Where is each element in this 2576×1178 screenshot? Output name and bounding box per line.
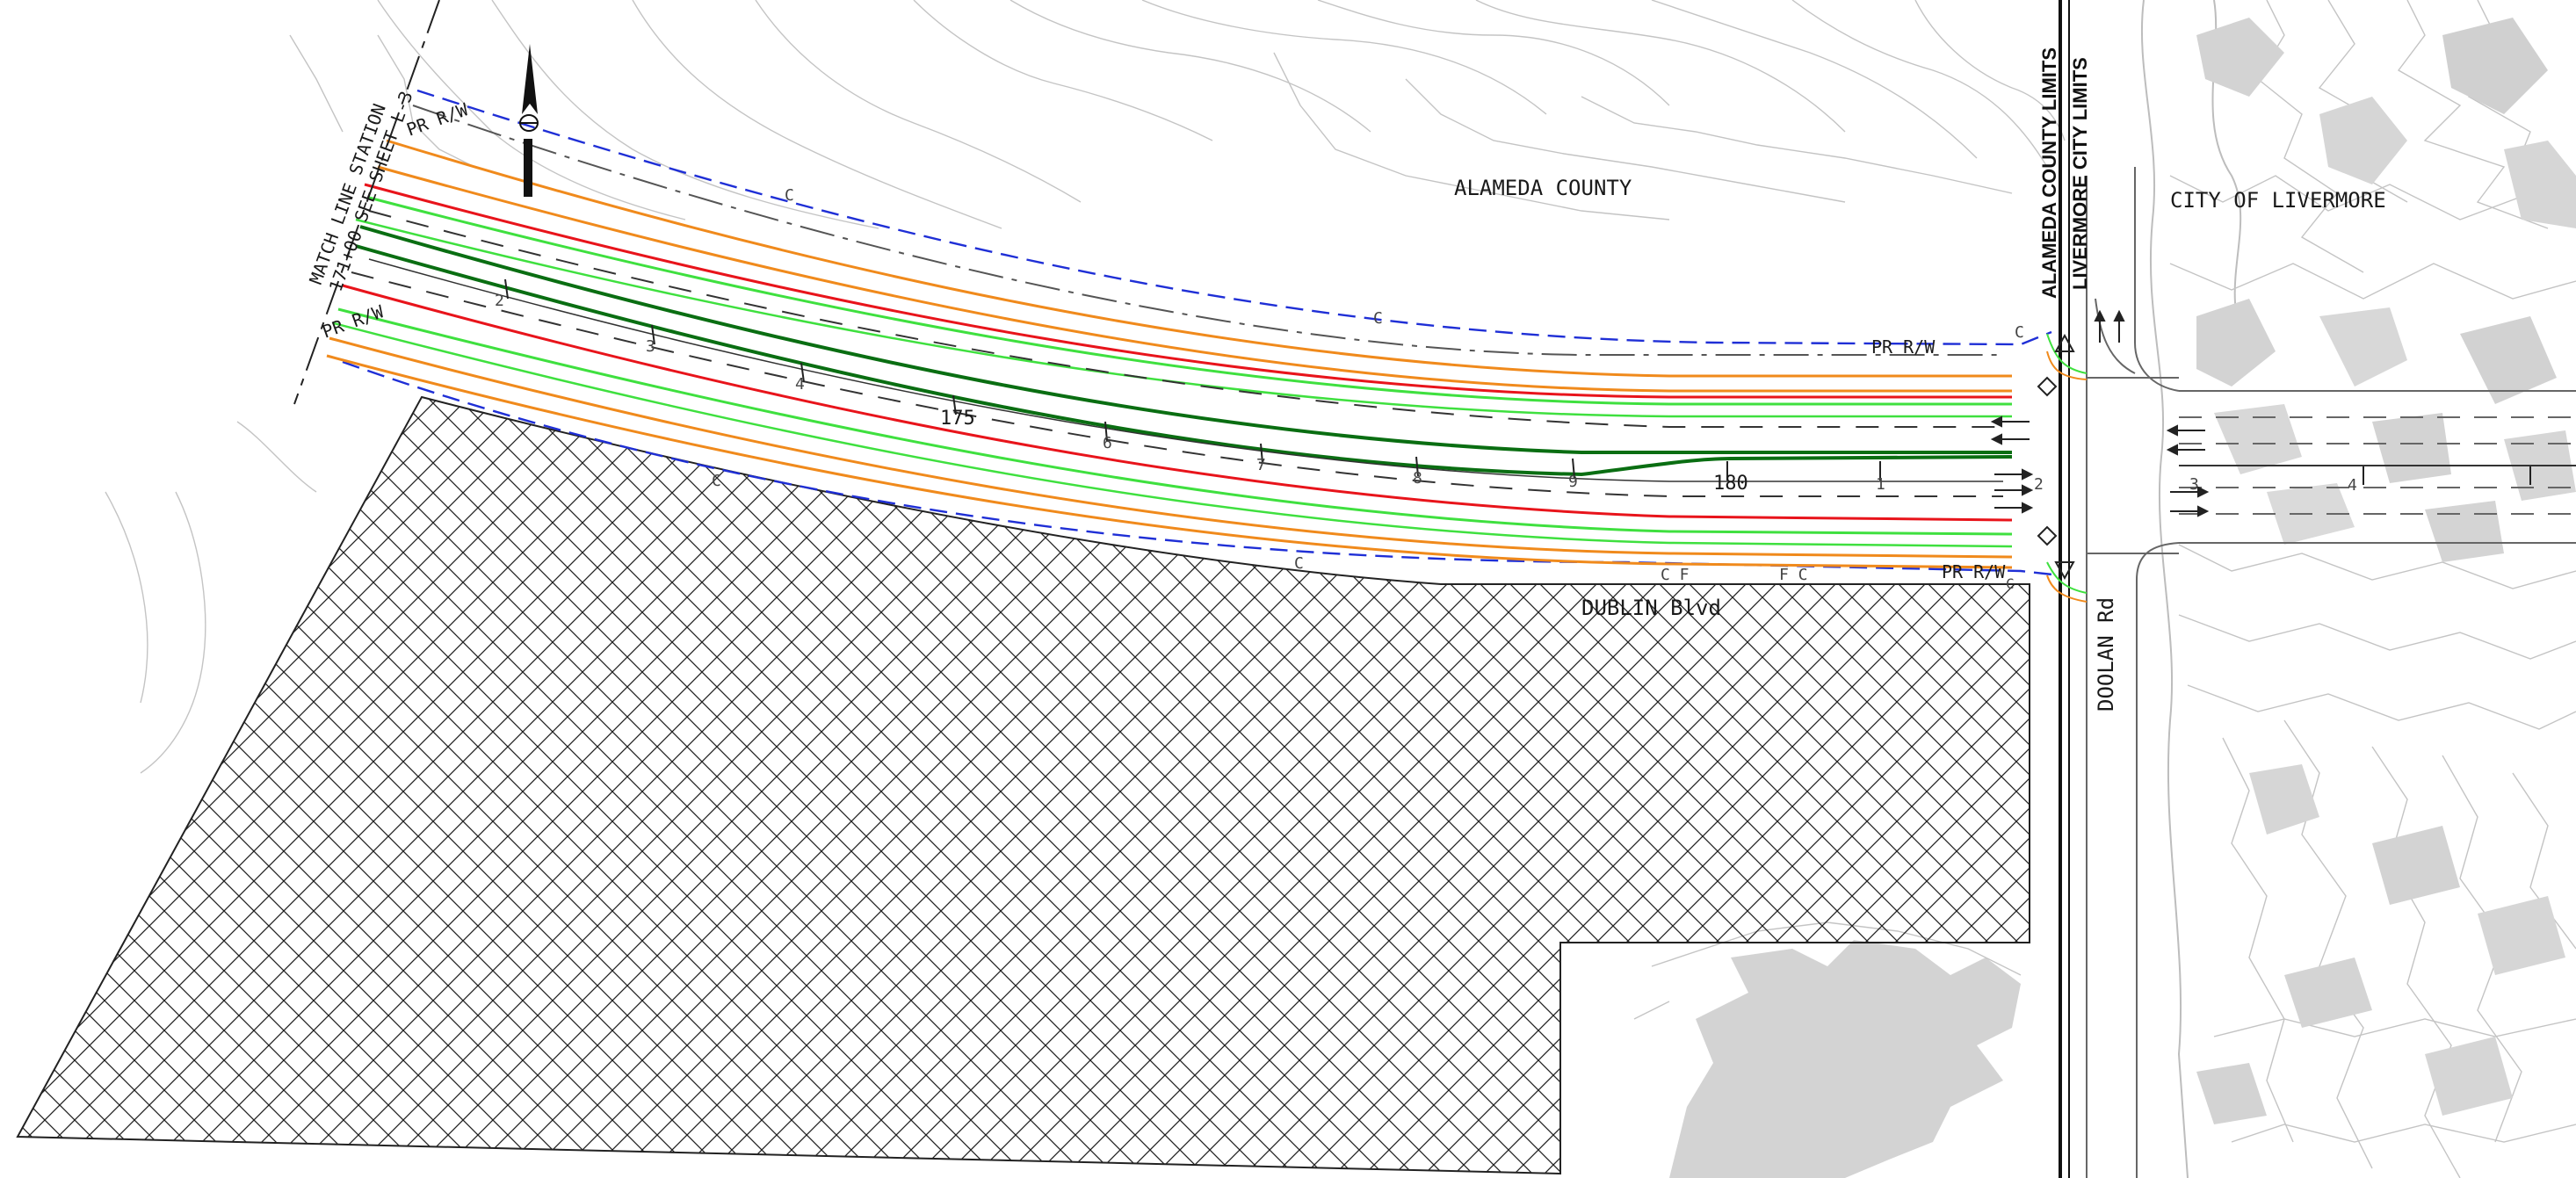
terrain-mass-south — [1633, 921, 2022, 1178]
north-arrow-icon — [519, 44, 539, 197]
tick-labels: 2 3 4 6 7 8 9 1 2 3 4 — [495, 292, 2357, 495]
hatched-parcel — [16, 395, 2030, 1175]
c-marker: C — [1373, 309, 1383, 328]
c-marker: C — [2006, 575, 2015, 592]
county-limits-label: ALAMEDA COUNTY LIMITS — [2038, 47, 2060, 299]
station-180-label: 180 — [1713, 473, 1748, 495]
row-label-nw: PR R/W — [404, 98, 472, 141]
match-line — [293, 0, 440, 405]
county-label: ALAMEDA COUNTY — [1454, 176, 1632, 200]
doolan-road — [2046, 0, 2180, 1178]
centerline — [368, 258, 2003, 482]
c-marker: C — [712, 472, 721, 490]
tick-label: 8 — [1413, 469, 1422, 488]
lane-arrow-icon — [1990, 309, 2210, 517]
right-of-way-lines — [342, 89, 2061, 577]
tick-label: 7 — [1256, 456, 1266, 474]
c-marker: C — [785, 186, 794, 205]
median-lines — [355, 225, 2013, 477]
terrain-contours-east — [2141, 0, 2576, 1178]
lane-stripes — [351, 105, 2003, 497]
row-label-se: PR R/W — [1942, 561, 2006, 582]
f-marker: C F — [1661, 566, 1690, 584]
row-label-ne: PR R/W — [1871, 336, 1936, 358]
east-roadway — [2087, 377, 2576, 554]
tick-label: 6 — [1103, 434, 1112, 452]
tick-label: 3 — [2189, 475, 2199, 494]
c-marker: C — [2015, 323, 2024, 342]
station-ticks — [504, 278, 2531, 485]
terrain-contours-north — [105, 0, 2066, 774]
signal-markers — [2037, 333, 2075, 581]
tick-label: 9 — [1568, 473, 1578, 491]
tick-label: 4 — [795, 375, 805, 394]
road-edge-lines — [326, 139, 2013, 569]
tick-label: 4 — [2348, 476, 2357, 495]
city-limits-label: LIVERMORE CITY LIMITS — [2069, 57, 2091, 290]
f-marker: F C — [1779, 566, 1808, 584]
c-marker: C — [1294, 554, 1304, 573]
match-line-label: MATCH LINE STATION 171+00 SEE SHEET L-3 — [305, 88, 416, 294]
station-175-label: 175 — [940, 408, 975, 430]
tick-label: 3 — [646, 337, 655, 356]
tick-label: 1 — [1876, 475, 1885, 494]
tick-label: 2 — [495, 292, 504, 310]
c-markers: C C C C C C C F F C — [712, 186, 2024, 592]
city-label: CITY OF LIVERMORE — [2170, 188, 2386, 213]
cross-street-label: DOOLAN Rd — [2094, 597, 2118, 712]
road-name-label: DUBLIN Blvd — [1581, 596, 1721, 620]
tick-label: 2 — [2034, 475, 2044, 494]
